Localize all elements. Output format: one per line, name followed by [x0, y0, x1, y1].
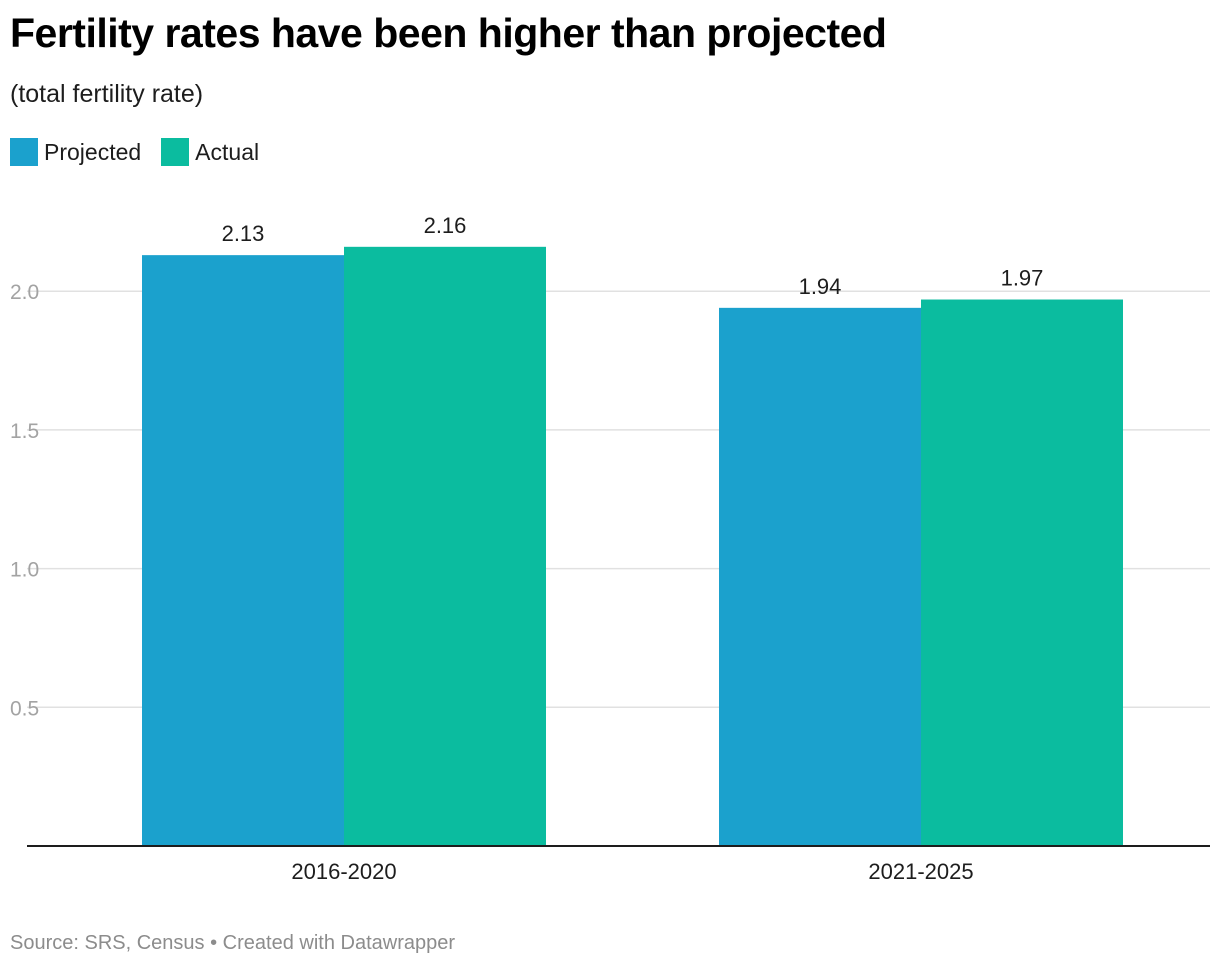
y-tick-label: 0.5: [10, 697, 39, 720]
data-label-actual: 1.97: [1001, 266, 1044, 291]
bar-projected-2021-2025: [719, 307, 921, 846]
footer-separator: •: [210, 932, 218, 954]
y-tick-label: 1.0: [10, 559, 39, 582]
legend-label-projected: Projected: [44, 138, 142, 165]
y-tick-label: 2.0: [10, 281, 39, 304]
footer: Source: SRS, Census • Created with Dataw…: [10, 932, 455, 955]
legend-swatch-actual: [161, 138, 190, 166]
credit-text: Created with Datawrapper: [222, 932, 456, 954]
legend: Projected Actual: [10, 138, 279, 166]
chart-subtitle: (total fertility rate): [10, 80, 204, 108]
data-label-actual: 2.16: [424, 213, 467, 238]
chart-title: Fertility rates have been higher than pr…: [10, 10, 887, 56]
legend-label-actual: Actual: [195, 138, 260, 165]
legend-item-actual: Actual: [161, 138, 259, 166]
data-label-projected: 1.94: [799, 274, 842, 299]
y-tick-label: 1.5: [10, 420, 39, 443]
source-text: Source: SRS, Census: [10, 932, 205, 954]
x-tick-label: 2021-2025: [868, 859, 973, 884]
legend-item-projected: Projected: [10, 138, 141, 166]
bar-actual-2021-2025: [921, 299, 1123, 847]
data-label-projected: 2.13: [222, 221, 265, 246]
legend-swatch-projected: [10, 138, 38, 166]
bar-projected-2016-2020: [142, 255, 344, 846]
bar-actual-2016-2020: [344, 246, 546, 847]
x-tick-label: 2016-2020: [291, 859, 396, 884]
